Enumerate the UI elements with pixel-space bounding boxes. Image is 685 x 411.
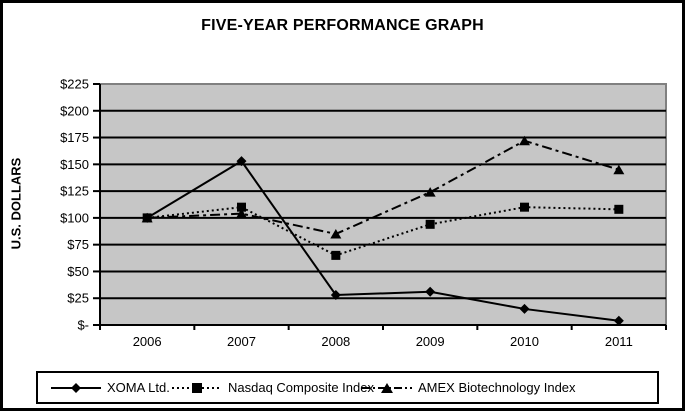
legend-label: Nasdaq Composite Index [228, 380, 374, 395]
triangle-marker-icon [330, 228, 342, 239]
triangle-marker-icon [236, 208, 247, 219]
y-tick-label: $- [77, 318, 89, 333]
solid-line-diamond-marker-icon [51, 382, 101, 393]
y-tick-label: $175 [60, 130, 89, 145]
triangle-marker-icon [613, 164, 625, 175]
plot-area [99, 83, 667, 326]
square-marker-icon [614, 204, 624, 214]
y-tick-label: $125 [60, 184, 89, 199]
x-tick-label: 2010 [510, 334, 539, 349]
chart-canvas: $- $25 $50 $75 $100 $125 $150 $175 $200 $225 2006 2… [60, 77, 667, 349]
diamond-marker-icon [519, 303, 530, 314]
square-marker-icon [520, 202, 529, 212]
y-tick-label: $150 [60, 157, 89, 172]
y-tick-label: $200 [60, 103, 89, 118]
series-line-triangle [147, 139, 620, 236]
y-tick-label: $225 [60, 77, 89, 92]
chart-legend: XOMA Ltd. Nasdaq Composite Index AMEX Bi… [36, 371, 659, 404]
legend-item-nasdaq: Nasdaq Composite Index [171, 373, 374, 402]
legend-label: XOMA Ltd. [107, 380, 170, 395]
diamond-marker-icon [330, 290, 341, 301]
x-tick-label: 2007 [227, 334, 256, 349]
legend-item-xoma: XOMA Ltd. [50, 373, 170, 402]
dotted-line-square-marker-icon [172, 382, 222, 393]
chart-title: FIVE-YEAR PERFORMANCE GRAPH [201, 17, 484, 34]
square-marker-icon [331, 250, 341, 260]
x-tick-label: 2009 [416, 334, 445, 349]
dashdot-line-triangle-marker-icon [362, 382, 412, 393]
series-line-square [147, 206, 619, 257]
triangle-marker-icon [141, 212, 153, 223]
diamond-marker-icon [613, 315, 624, 326]
y-tick-label: $75 [67, 237, 89, 252]
triangle-marker-icon [424, 187, 436, 197]
diamond-marker-icon [236, 156, 247, 167]
x-tick-label: 2008 [321, 334, 350, 349]
y-tick-label: $100 [60, 210, 89, 225]
diamond-marker-icon [425, 286, 436, 297]
square-marker-icon [425, 219, 435, 229]
x-tick-label: 2011 [605, 334, 633, 349]
series-line-diamond [146, 159, 619, 322]
y-tick-label: $50 [67, 264, 89, 279]
x-tick-label: 2006 [133, 334, 162, 349]
square-marker-icon [237, 202, 246, 212]
y-tick-label: $25 [67, 291, 89, 306]
triangle-marker-icon [519, 135, 530, 146]
legend-label: AMEX Biotechnology Index [418, 380, 576, 395]
legend-item-amex: AMEX Biotechnology Index [361, 373, 576, 402]
